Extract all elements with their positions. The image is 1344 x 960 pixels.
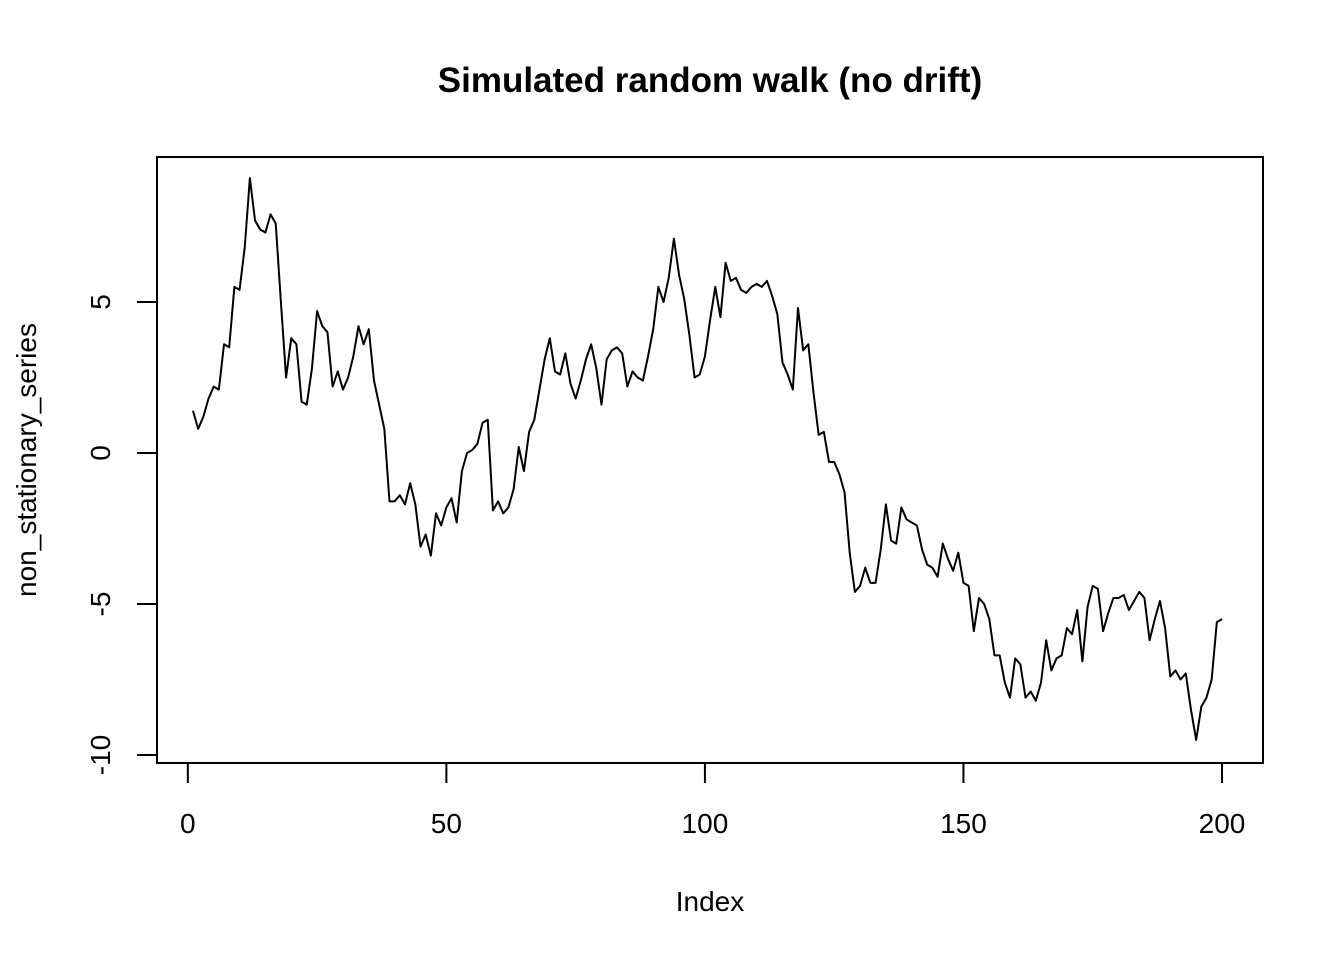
- x-tick-label: 100: [682, 808, 729, 839]
- x-axis: 0 50 100 150 200: [180, 762, 1246, 839]
- y-axis-title: non_stationary_series: [11, 323, 42, 597]
- x-tick-label: 150: [940, 808, 987, 839]
- plot-frame: [156, 156, 1264, 764]
- x-tick-label: 0: [180, 808, 196, 839]
- chart-title: Simulated random walk (no drift): [438, 61, 982, 100]
- y-tick-label: -5: [85, 592, 116, 617]
- series-layer: [192, 177, 1223, 741]
- y-tick-label: -10: [85, 735, 116, 775]
- x-tick-label: 200: [1199, 808, 1246, 839]
- x-tick-label: 50: [431, 808, 462, 839]
- x-axis-title: Index: [676, 886, 745, 917]
- y-tick-label: 0: [85, 445, 116, 461]
- y-axis: -10 -5 0 5: [85, 294, 158, 775]
- y-tick-label: 5: [85, 294, 116, 310]
- series-line: [192, 177, 1223, 741]
